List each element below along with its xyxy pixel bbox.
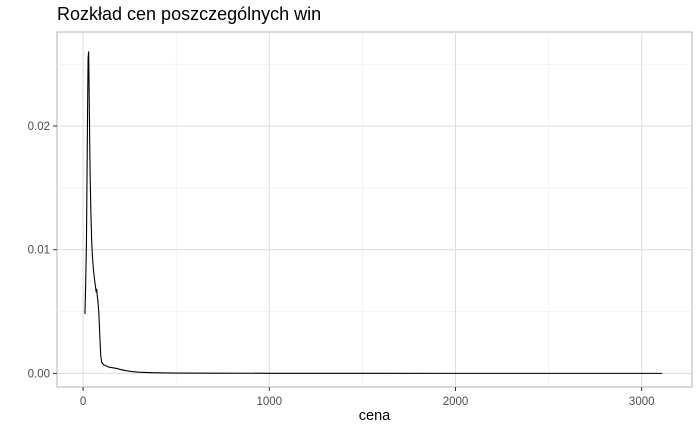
x-tick-label: 1000 [256, 396, 282, 408]
y-tick-label: 0.00 [28, 368, 50, 380]
axes-layer: 0 1000 2000 3000 0.00 0.01 0.02 [28, 121, 655, 408]
minor-gridlines [57, 32, 692, 387]
x-tick-label: 0 [80, 396, 86, 408]
series-line-density [84, 51, 663, 374]
y-tick-label: 0.01 [28, 245, 50, 257]
series-layer [84, 51, 663, 374]
plot-panel [56, 31, 693, 388]
x-axis-title: cena [359, 408, 391, 424]
y-tick-label: 0.02 [28, 121, 50, 133]
x-tick-label: 3000 [629, 396, 655, 408]
chart-title: Rozkład cen poszczególnych win [57, 4, 322, 24]
x-tick-label: 2000 [443, 396, 469, 408]
